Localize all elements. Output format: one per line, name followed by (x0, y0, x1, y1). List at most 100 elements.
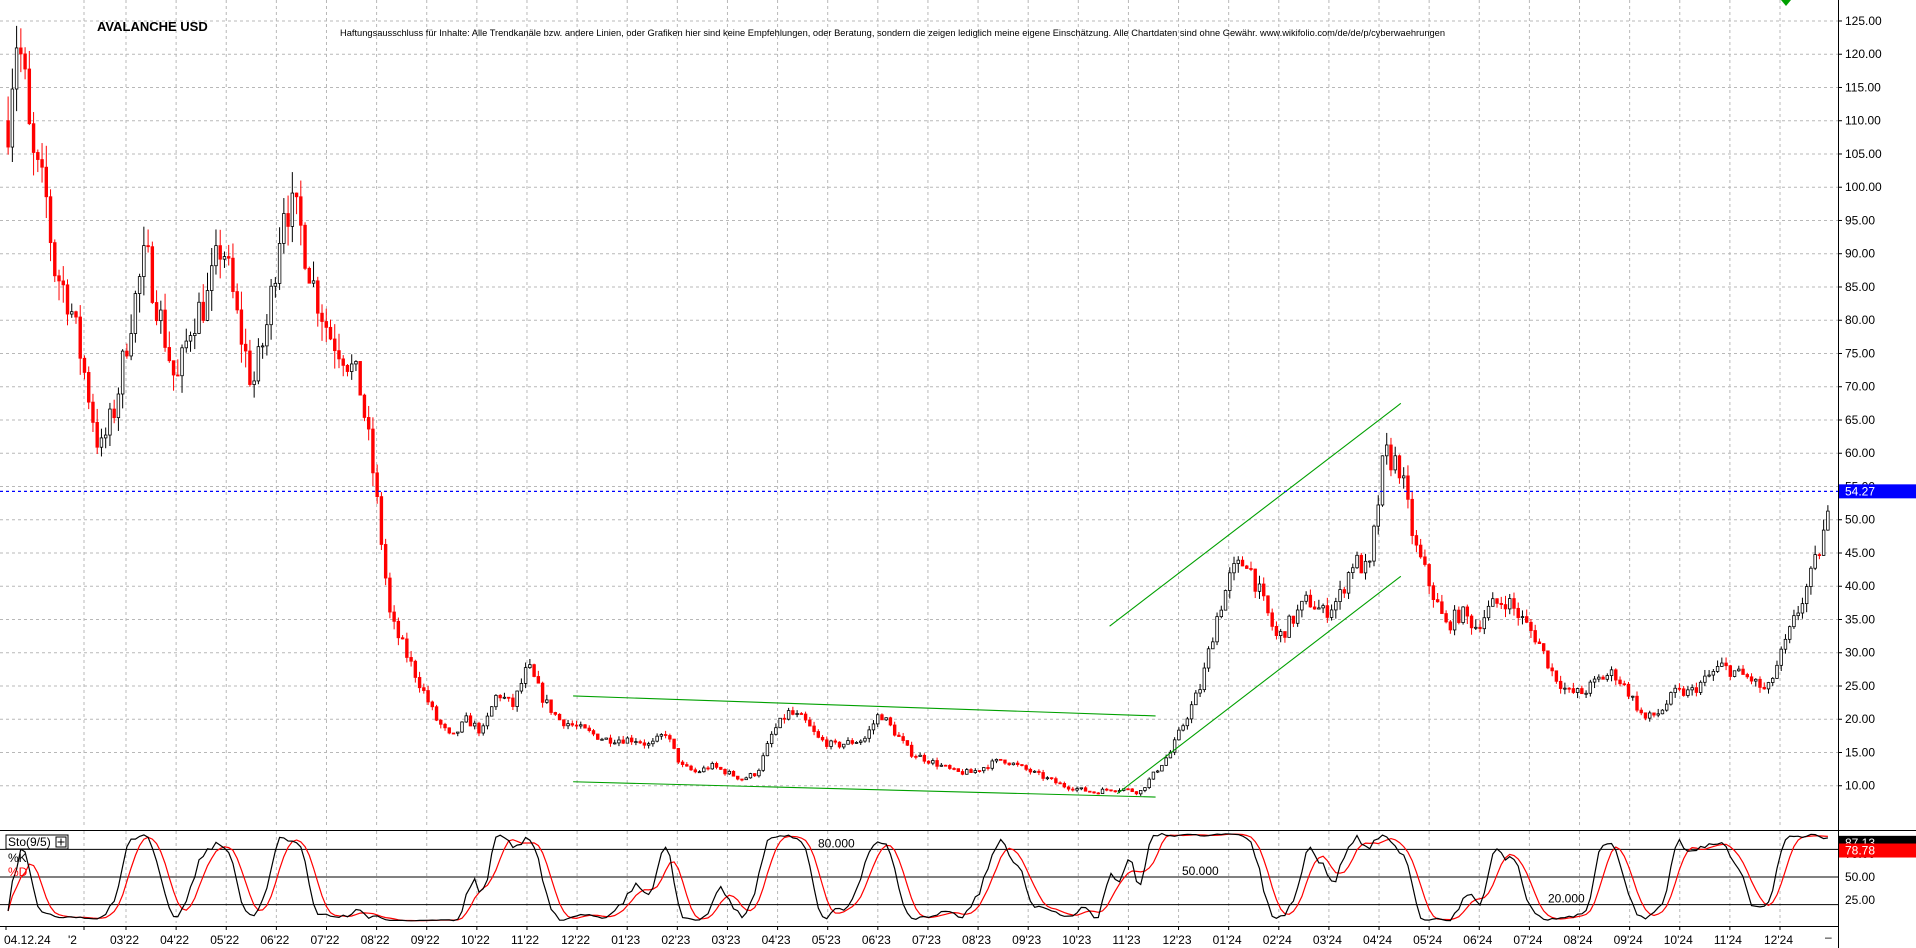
candle-body (1410, 498, 1414, 536)
x-tick-label: 01'24 (1213, 933, 1242, 947)
candle-body (740, 778, 744, 781)
x-tick-label: 04'22 (160, 933, 189, 947)
x-tick-label: 03'22 (110, 933, 139, 947)
candle-body (443, 723, 447, 729)
candle-body (137, 276, 142, 294)
x-axis-scroll-arrow[interactable]: – (1825, 930, 1832, 944)
candle-body (61, 280, 65, 286)
candle-body (294, 192, 299, 198)
candle-body (1495, 598, 1499, 604)
candle-body (1024, 765, 1028, 770)
candle-body (680, 761, 685, 765)
y-tick-label: 90.00 (1845, 247, 1875, 261)
y-tick-label: 15.00 (1845, 745, 1875, 759)
candle-body (48, 196, 53, 244)
candle-body (697, 771, 702, 774)
candle-body (1775, 664, 1779, 679)
candle-body (1274, 625, 1279, 636)
candle-body (1168, 751, 1173, 759)
candle-body (1601, 676, 1605, 680)
candle-body (1512, 598, 1516, 609)
y-tick-label: 45.00 (1845, 546, 1875, 560)
x-tick-label: 03'23 (711, 933, 740, 947)
candle-body (668, 735, 672, 740)
candle-body (506, 696, 511, 699)
candle-body (1626, 683, 1631, 697)
x-tick-label: 09'23 (1012, 933, 1041, 947)
candle-body (905, 740, 910, 746)
candle-body (1126, 788, 1130, 791)
indicator-label-box (5, 834, 69, 850)
candle-body (494, 694, 498, 708)
candle-body (591, 730, 596, 735)
candle-body (1732, 670, 1737, 677)
indicator-expand-icon[interactable] (55, 836, 67, 848)
candle-body (1427, 564, 1431, 587)
candle-body (87, 372, 91, 403)
candle-body (608, 737, 613, 744)
candle-body (888, 717, 893, 726)
candle-body (1032, 770, 1037, 773)
candle-body (1283, 631, 1287, 638)
candle-body (778, 717, 782, 729)
price-grid (0, 0, 1838, 825)
indicator-name: Sto(9/5) (8, 835, 51, 849)
candle-body (337, 350, 341, 360)
candle-body (566, 723, 570, 727)
candle-body (600, 738, 604, 741)
d-value-label: 78.78 (1845, 844, 1875, 858)
candle-body (218, 245, 222, 260)
candle-body (935, 760, 939, 767)
candle-body (1020, 764, 1024, 766)
candle-body (1431, 585, 1436, 600)
candle-body (290, 192, 295, 227)
candle-body (943, 764, 948, 767)
candle-body (960, 771, 965, 775)
candle-body (1546, 650, 1550, 669)
candle-body (1690, 687, 1694, 691)
candle-body (625, 737, 630, 744)
candle-body (833, 740, 837, 743)
candle-body (676, 748, 681, 763)
candle-body (265, 324, 269, 347)
candle-body (27, 68, 32, 125)
candle-body (1215, 616, 1219, 643)
candle-body (638, 741, 642, 744)
candle-body (1096, 792, 1100, 795)
candle-body (1385, 444, 1389, 457)
candle-body (1567, 687, 1571, 690)
candle-body (150, 246, 155, 303)
trendline (573, 695, 1156, 717)
candle-body (1677, 687, 1682, 690)
candle-body (736, 775, 740, 780)
y-tick-label: 100.00 (1845, 180, 1882, 194)
candle-body (405, 638, 409, 658)
candle-body (1711, 671, 1716, 676)
candle-body (146, 245, 150, 248)
indicator-y-tick-label: 25.00 (1845, 893, 1875, 907)
candle-body (133, 293, 138, 334)
candle-body (1520, 616, 1525, 618)
candle-body (269, 285, 273, 326)
candle-body (948, 765, 952, 769)
candle-body (434, 706, 439, 721)
y-tick-label: 125.00 (1845, 14, 1882, 28)
candle-body (1592, 678, 1597, 683)
candle-body (1631, 695, 1635, 698)
candle-body (1134, 791, 1139, 795)
x-tick-label: 09'24 (1614, 933, 1643, 947)
candle-body (1703, 675, 1707, 683)
candle-body (892, 724, 897, 736)
candle-body (1257, 583, 1262, 592)
candle-body (1737, 668, 1741, 672)
candle-body (19, 47, 23, 55)
candle-body (1474, 626, 1478, 629)
candle-body (515, 690, 519, 707)
candle-body (1189, 704, 1194, 720)
candle-body (519, 683, 524, 692)
candle-body (235, 291, 239, 311)
y-tick-label: 105.00 (1845, 147, 1882, 161)
candle-body (1015, 762, 1020, 765)
candle-body (939, 764, 944, 767)
candle-body (859, 740, 863, 743)
